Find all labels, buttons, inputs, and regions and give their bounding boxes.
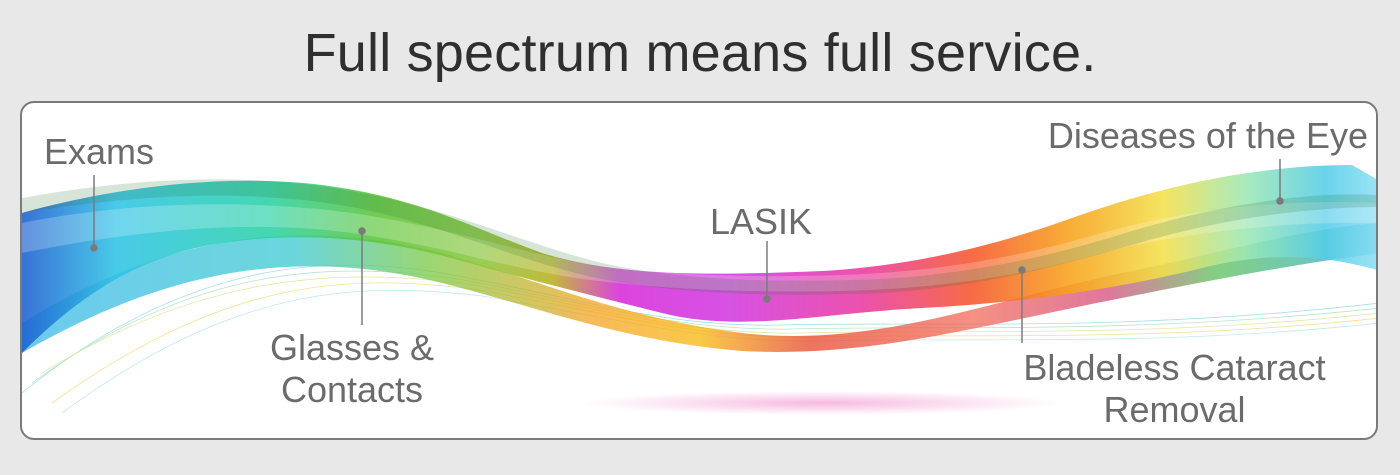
spectrum-panel: Exams Glasses & Contacts LASIK Bladeless… — [20, 101, 1378, 440]
service-label-lasik: LASIK — [710, 201, 813, 242]
service-label-glasses-contacts: Glasses & Contacts — [269, 327, 435, 411]
service-label-bladeless-cataract-removal: Bladeless Cataract Removal — [1023, 347, 1326, 431]
service-label-exams: Exams — [44, 131, 155, 172]
page-title: Full spectrum means full service. — [303, 23, 1097, 83]
service-label-diseases-of-the-eye: Diseases of the Eye — [1047, 115, 1368, 156]
spectrum-ribbon-illustration — [22, 159, 1376, 415]
